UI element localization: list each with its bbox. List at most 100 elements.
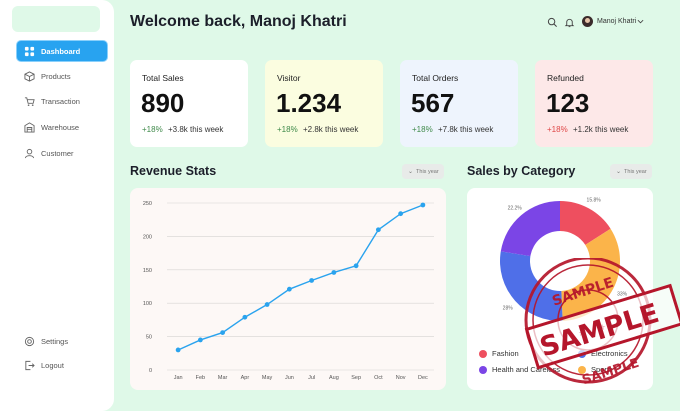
x-tick-label: Aug <box>329 375 339 381</box>
stat-card-total-sales: Total Sales 890 +18% +3.8k this week <box>130 60 248 147</box>
stat-value: 1.234 <box>276 88 342 118</box>
x-tick-label: Oct <box>374 375 383 381</box>
search-icon[interactable] <box>547 17 558 28</box>
sidebar: Dashboard Products Transaction Warehouse… <box>0 0 114 411</box>
sidebar-item-transaction[interactable]: Transaction <box>17 91 107 111</box>
legend-label: Fashion <box>492 349 519 358</box>
gear-icon <box>24 336 35 346</box>
sidebar-item-label: Products <box>41 71 71 81</box>
donut-slice <box>500 201 560 257</box>
user-menu[interactable]: Manoj Khatri <box>582 16 644 27</box>
donut-slice <box>561 228 620 321</box>
page-title: Welcome back, Manoj Khatri <box>130 13 347 30</box>
chevron-down-icon: ⌄ <box>616 169 622 175</box>
sidebar-item-label: Warehouse <box>41 122 80 132</box>
legend-label: Sports <box>591 365 613 374</box>
stat-label: Visitor <box>277 73 301 83</box>
revenue-line <box>177 204 424 351</box>
category-title: Sales by Category <box>467 164 576 178</box>
stat-value: 890 <box>141 88 185 118</box>
stat-value: 567 <box>411 88 455 118</box>
x-tick-label: Jan <box>174 375 183 381</box>
donut-slice <box>500 251 563 321</box>
y-tick-label: 50 <box>146 335 152 341</box>
sidebar-item-label: Customer <box>41 148 74 158</box>
category-donut-chart: 15.8% 33% 28% 22.2% <box>500 198 628 321</box>
sidebar-item-products[interactable]: Products <box>17 66 107 86</box>
category-period-dropdown[interactable]: ⌄ This year <box>610 164 652 179</box>
data-point <box>331 270 337 275</box>
revenue-period-dropdown[interactable]: ⌄ This year <box>402 164 444 179</box>
sidebar-item-warehouse[interactable]: Warehouse <box>17 117 107 137</box>
sidebar-item-dashboard[interactable]: Dashboard <box>17 41 107 61</box>
grid-icon <box>24 46 35 56</box>
x-tick-label: Sep <box>351 375 361 381</box>
dropdown-label: This year <box>624 168 647 175</box>
sample-stamp: SAMPLE SAMPLE ★ ★ SAMPLE <box>524 258 680 389</box>
sidebar-item-logout[interactable]: Logout <box>17 355 107 375</box>
y-tick-label: 250 <box>143 201 152 207</box>
stat-weekly: +7.8k this week <box>438 125 494 134</box>
legend-label: Electronics <box>591 349 628 358</box>
x-tick-label: Apr <box>241 375 250 381</box>
donut-slice <box>560 201 611 245</box>
x-tick-label: Jul <box>308 375 315 381</box>
slice-label: 15.8% <box>587 198 602 204</box>
stat-card-refunded: Refunded 123 +18% +1.2k this week <box>535 60 653 147</box>
data-point <box>398 211 404 217</box>
slice-label: 28% <box>503 306 514 312</box>
cart-icon <box>24 96 35 106</box>
x-tick-label: Dec <box>418 375 428 381</box>
stat-label: Refunded <box>547 73 584 83</box>
dropdown-label: This year <box>416 168 439 175</box>
data-point <box>309 278 315 283</box>
legend-swatch <box>479 349 487 358</box>
legend-swatch <box>578 365 586 374</box>
x-tick-label: May <box>262 375 273 381</box>
stat-weekly: +1.2k this week <box>573 125 629 134</box>
legend-item: Sports <box>578 365 613 374</box>
box-icon <box>24 70 35 82</box>
sidebar-item-customer[interactable]: Customer <box>17 143 107 163</box>
legend-swatch <box>479 365 487 374</box>
x-tick-label: Nov <box>396 375 406 381</box>
data-point <box>264 302 270 307</box>
chevron-down-icon: ⌄ <box>408 169 414 175</box>
sidebar-item-label: Logout <box>41 360 64 370</box>
y-tick-label: 200 <box>143 234 152 240</box>
legend-item: Fashion <box>479 349 519 358</box>
x-tick-label: Feb <box>196 375 205 381</box>
data-point <box>175 347 181 353</box>
sidebar-item-label: Settings <box>41 336 69 346</box>
y-tick-label: 100 <box>143 301 152 307</box>
stat-percent: +18% <box>142 125 163 134</box>
stat-card-visitor: Visitor 1.234 +18% +2.8k this week <box>265 60 383 147</box>
warehouse-icon <box>24 121 35 133</box>
data-point <box>220 330 226 335</box>
slice-label: 33% <box>617 291 628 297</box>
avatar <box>582 16 593 27</box>
bell-icon[interactable] <box>564 17 575 28</box>
data-point <box>375 227 381 233</box>
stat-value: 123 <box>546 88 590 118</box>
user-icon <box>24 148 35 158</box>
y-tick-label: 150 <box>143 268 152 274</box>
svg-text:SAMPLE: SAMPLE <box>580 356 641 389</box>
stat-card-total-orders: Total Orders 567 +18% +7.8k this week <box>400 60 518 147</box>
revenue-title: Revenue Stats <box>130 164 217 178</box>
stat-percent: +18% <box>412 125 433 134</box>
stat-percent: +18% <box>547 125 568 134</box>
x-tick-label: Jun <box>285 375 294 381</box>
stat-weekly: +3.8k this week <box>168 125 224 134</box>
revenue-line-chart: 0 50 100 150 200 250 Jan Feb Mar Apr May Jun Jul Aug S… <box>143 201 434 381</box>
legend-item: Health and Careless <box>479 365 560 374</box>
category-chart-panel: 15.8% 33% 28% 22.2% Fashion Electronics Hea… <box>467 188 653 390</box>
data-point <box>353 263 359 269</box>
y-tick-label: 0 <box>149 368 152 374</box>
user-name: Manoj Khatri <box>597 18 637 25</box>
sidebar-item-settings[interactable]: Settings <box>17 331 107 351</box>
sidebar-item-label: Transaction <box>41 96 80 106</box>
data-point <box>242 314 248 320</box>
stat-label: Total Orders <box>412 73 459 83</box>
data-point <box>286 286 292 292</box>
